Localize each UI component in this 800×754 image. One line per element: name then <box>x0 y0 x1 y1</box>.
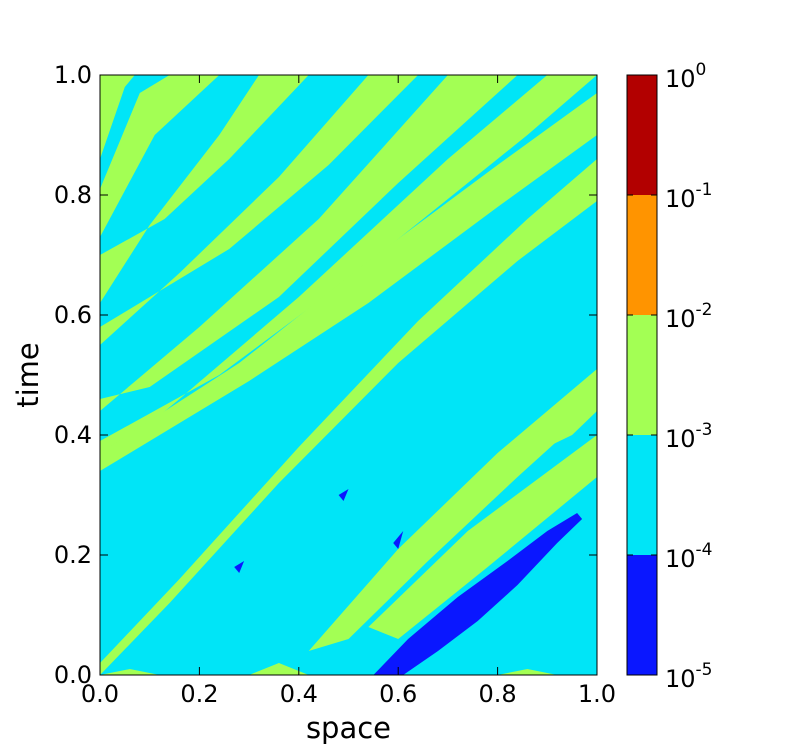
colorbar-tick-exponent: -2 <box>696 300 713 320</box>
colorbar-tick-base: 10 <box>665 185 696 213</box>
y-axis-label: time <box>11 342 45 408</box>
x-tick-label: 0.4 <box>280 680 318 708</box>
colorbar-tick-base: 10 <box>665 545 696 573</box>
colorbar-tick-exponent: -3 <box>696 420 713 440</box>
x-tick-label: 0.2 <box>180 680 218 708</box>
heatmap-region <box>338 489 349 501</box>
heatmap-region <box>373 513 583 675</box>
colorbar-tick-exponent: 0 <box>696 60 707 80</box>
colorbar-tick-label: 10-3 <box>665 420 713 453</box>
y-tick-label: 0.4 <box>54 421 92 449</box>
colorbar-bin <box>627 75 657 195</box>
heatmap-region <box>393 531 404 549</box>
colorbar-tick-base: 10 <box>665 305 696 333</box>
y-tick-label: 1.0 <box>54 61 92 89</box>
x-tick-label: 0.0 <box>81 680 119 708</box>
heatmap-region <box>100 75 518 411</box>
colorbar-tick-exponent: -5 <box>696 660 713 680</box>
colorbar-tick-label: 10-1 <box>665 180 713 213</box>
y-tick-label: 0.0 <box>54 661 92 689</box>
colorbar-tick-exponent: -1 <box>696 180 713 200</box>
colorbar-tick-base: 10 <box>665 425 696 453</box>
heatmap-region <box>234 561 245 573</box>
x-axis-label: space <box>306 711 391 745</box>
colorbar-bin <box>627 555 657 675</box>
colorbar-bin <box>627 435 657 555</box>
colorbar-bin <box>627 195 657 315</box>
heatmap-region <box>547 375 597 447</box>
colorbar <box>626 74 658 676</box>
colorbar-tick-label: 100 <box>665 60 706 93</box>
colorbar-tick-base: 10 <box>665 65 696 93</box>
y-tick-label: 0.8 <box>54 181 92 209</box>
heatmap-region <box>100 75 220 237</box>
colorbar-tick-label: 10-5 <box>665 660 713 693</box>
heatmap-region <box>100 75 419 345</box>
x-tick-label: 1.0 <box>578 680 616 708</box>
y-axis: 0.0 0.2 0.4 0.6 0.8 1.0 <box>54 61 597 689</box>
x-tick-label: 0.6 <box>379 680 417 708</box>
colorbar-tick-exponent: -4 <box>696 540 713 560</box>
heatmap-region <box>100 75 135 159</box>
y-tick-label: 0.2 <box>54 541 92 569</box>
heatmap-region <box>497 669 558 675</box>
colorbar-tick-label: 10-4 <box>665 540 713 573</box>
heatmap-region <box>368 435 597 639</box>
heatmap-region <box>249 663 309 675</box>
x-axis: 0.0 0.2 0.4 0.6 0.8 1.0 <box>81 75 616 708</box>
x-tick-label: 0.8 <box>479 680 517 708</box>
colorbar-frame <box>626 74 658 676</box>
plot-frame <box>99 74 598 676</box>
colorbar-tick-base: 10 <box>665 665 696 693</box>
heatmap-region <box>100 669 160 675</box>
heatmap-region <box>100 159 597 675</box>
heatmap-region <box>100 93 597 471</box>
y-tick-label: 0.6 <box>54 301 92 329</box>
colorbar-bin <box>627 315 657 435</box>
colorbar-tick-label: 10-2 <box>665 300 713 333</box>
plot-area <box>100 75 597 675</box>
heatmap-region <box>308 369 597 651</box>
heatmap-region <box>100 75 597 465</box>
